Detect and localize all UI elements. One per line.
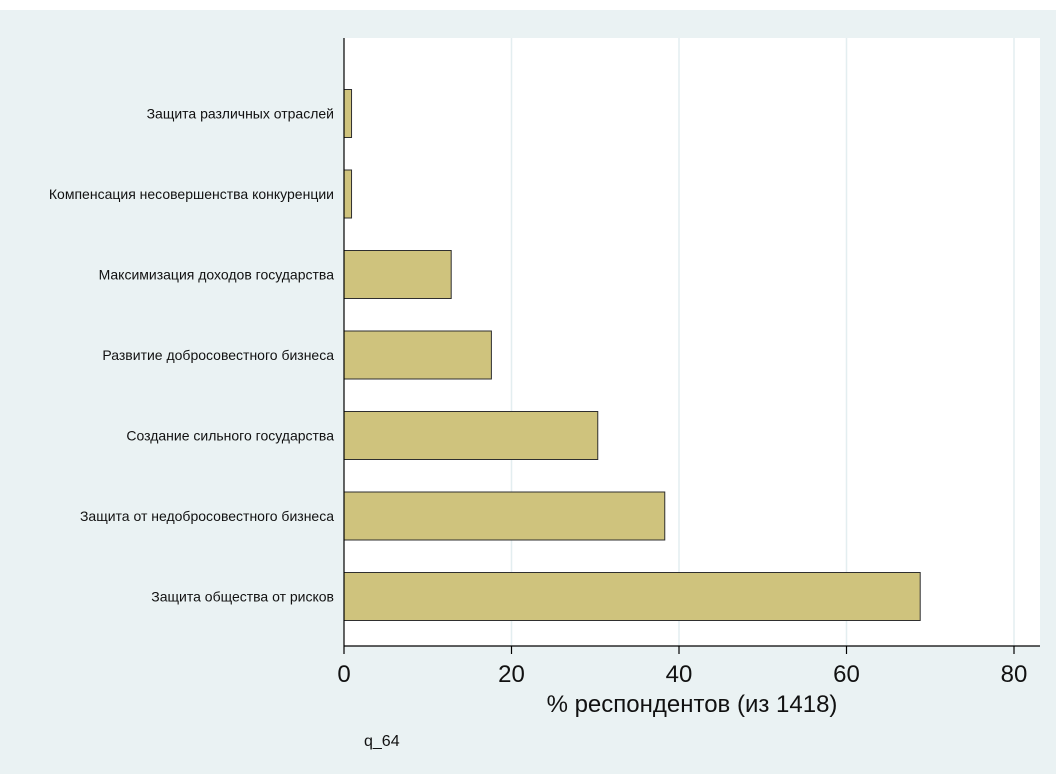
bar-4 xyxy=(343,330,492,380)
x-tick-label-80: 80 xyxy=(1001,661,1028,688)
x-tick-labels: 0 20 40 60 80 xyxy=(337,646,1027,688)
category-label-6: Защита от недобросовестного бизнеса xyxy=(80,508,334,524)
x-tick-label-60: 60 xyxy=(833,661,860,688)
bar-7 xyxy=(343,572,921,621)
bar-6 xyxy=(343,491,666,541)
category-label-5: Создание сильного государства xyxy=(126,428,334,444)
category-label-1: Защита различных отраслей xyxy=(147,106,334,122)
category-label-4: Развитие добросовестного бизнеса xyxy=(102,347,334,363)
bar-1 xyxy=(343,89,353,138)
x-tick-label-0: 0 xyxy=(337,661,350,688)
chart-note: q_64 xyxy=(364,733,400,750)
x-tick-label-20: 20 xyxy=(498,661,525,688)
category-label-2: Компенсация несовершенства конкуренции xyxy=(49,186,334,202)
category-label-7: Защита общества от рисков xyxy=(151,589,334,605)
bar-2 xyxy=(343,169,353,219)
category-label-3: Максимизация доходов государства xyxy=(99,267,335,283)
bar-3 xyxy=(343,250,452,299)
bar-5 xyxy=(343,411,599,460)
bars xyxy=(343,89,921,621)
category-labels: Защита различных отраслей Компенсация нес… xyxy=(49,106,334,605)
gridlines xyxy=(510,38,1015,646)
x-axis-title: % респондентов (из 1418) xyxy=(547,691,838,718)
axes xyxy=(343,38,1040,647)
x-tick-label-40: 40 xyxy=(666,661,693,688)
